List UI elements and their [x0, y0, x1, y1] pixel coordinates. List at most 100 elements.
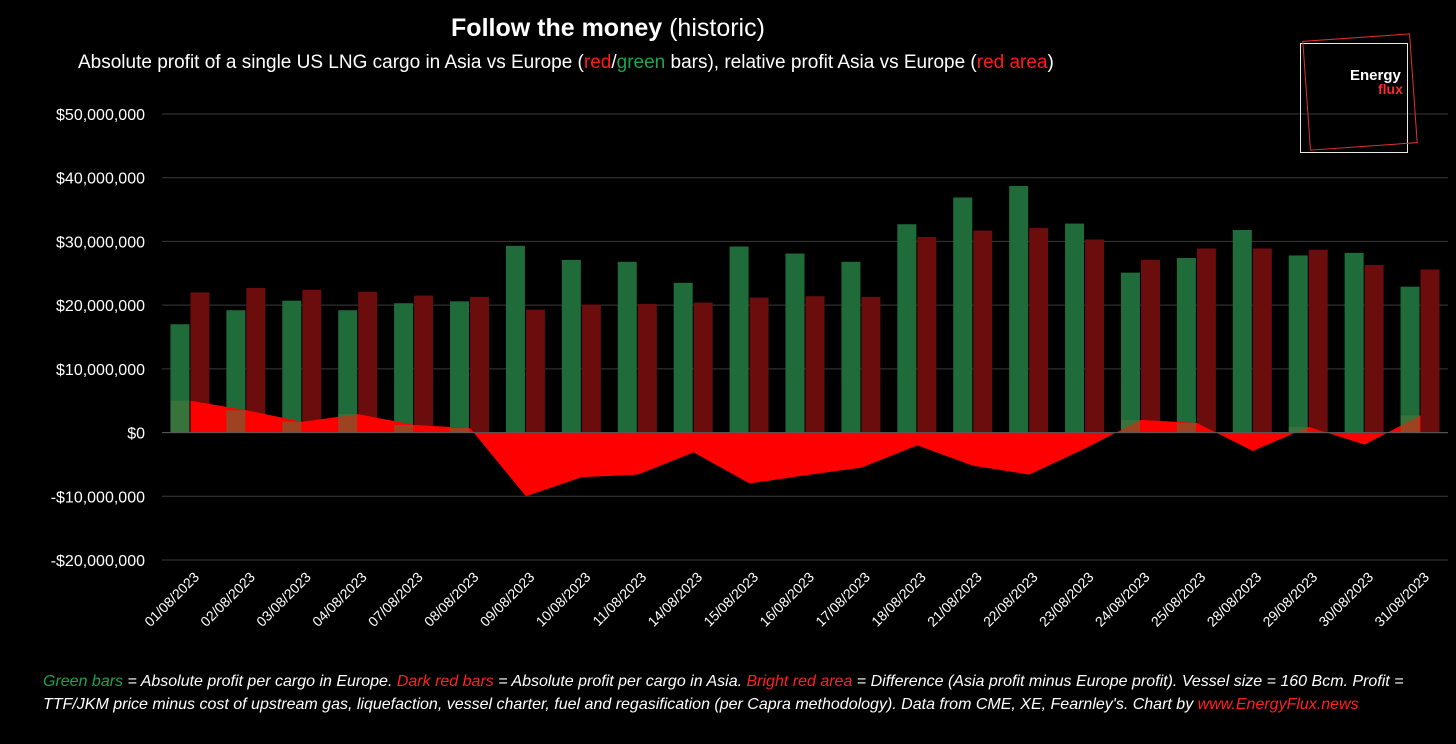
logo-text-flux: flux	[1378, 81, 1403, 97]
footnote-green-bars: Green bars	[43, 673, 124, 690]
asia-bar	[190, 292, 210, 433]
difference-overlap	[1400, 415, 1420, 433]
europe-bar	[450, 301, 470, 433]
y-tick-label: $0	[127, 426, 145, 443]
footnote-dark-red-bars: Dark red bars	[396, 673, 494, 690]
difference-overlap	[1176, 423, 1196, 433]
europe-bar	[1400, 286, 1420, 433]
chart-title-bold: Follow the money	[451, 14, 663, 42]
footnote-link[interactable]: www.EnergyFlux.news	[1197, 696, 1359, 713]
asia-bar	[637, 303, 657, 433]
europe-bar	[1120, 272, 1140, 433]
footnote-text: = Absolute profit per cargo in Asia.	[493, 673, 747, 690]
europe-bar	[1065, 223, 1085, 433]
asia-bar	[973, 230, 993, 433]
asia-bar	[414, 295, 434, 433]
asia-bar	[1252, 248, 1272, 433]
europe-bar	[1344, 252, 1364, 433]
europe-bar	[1009, 185, 1029, 433]
europe-bar	[897, 224, 917, 433]
europe-bar	[394, 303, 414, 433]
x-tick-label: 04/08/2023	[309, 569, 370, 630]
europe-bar	[338, 310, 358, 433]
y-tick-label: $20,000,000	[56, 298, 145, 315]
x-tick-label: 07/08/2023	[365, 569, 426, 630]
x-tick-label: 24/08/2023	[1092, 569, 1153, 630]
x-tick-label: 15/08/2023	[700, 569, 761, 630]
x-tick-label: 30/08/2023	[1315, 569, 1376, 630]
x-tick-label: 23/08/2023	[1036, 569, 1097, 630]
asia-bar	[581, 304, 601, 433]
asia-bar	[749, 297, 769, 433]
europe-bar	[505, 245, 525, 433]
difference-overlap	[394, 424, 414, 433]
asia-bar	[470, 296, 490, 433]
x-tick-label: 16/08/2023	[756, 569, 817, 630]
difference-overlap	[450, 428, 470, 433]
subtitle-red-area: red area	[976, 52, 1048, 73]
europe-bar	[785, 253, 805, 433]
subtitle-green: green	[616, 52, 666, 73]
asia-bar	[1420, 269, 1440, 433]
y-tick-label: $10,000,000	[56, 362, 145, 379]
difference-overlap	[1120, 419, 1140, 433]
asia-bar	[805, 296, 825, 433]
europe-bar	[841, 261, 861, 433]
europe-bar	[1288, 255, 1308, 433]
difference-overlap	[226, 410, 246, 433]
footnote-bright-red-area: Bright red area	[746, 673, 853, 690]
europe-bar	[1232, 229, 1252, 433]
europe-bar	[729, 246, 749, 433]
asia-bar	[525, 309, 545, 433]
chart-subtitle: Absolute profit of a single US LNG cargo…	[78, 52, 1054, 74]
europe-bar	[282, 300, 302, 433]
x-tick-label: 08/08/2023	[421, 569, 482, 630]
x-tick-label: 22/08/2023	[980, 569, 1041, 630]
asia-bar	[1085, 239, 1105, 433]
asia-bar	[1140, 259, 1160, 433]
y-tick-label: $50,000,000	[56, 107, 145, 124]
europe-bar	[953, 197, 973, 433]
difference-area	[190, 400, 1421, 497]
difference-overlap	[1288, 426, 1308, 433]
asia-bar	[917, 236, 937, 433]
energyflux-logo: Energy flux	[1300, 33, 1420, 155]
x-tick-label: 18/08/2023	[868, 569, 929, 630]
europe-bar	[561, 259, 581, 433]
x-tick-label: 10/08/2023	[533, 569, 594, 630]
asia-bar	[1364, 265, 1384, 433]
x-tick-label: 29/08/2023	[1259, 569, 1320, 630]
x-tick-label: 11/08/2023	[589, 569, 649, 629]
asia-bar	[1196, 248, 1216, 433]
x-tick-label: 21/08/2023	[924, 569, 985, 630]
asia-bar	[693, 302, 713, 433]
asia-bar	[302, 289, 322, 433]
x-tick-label: 01/08/2023	[141, 569, 202, 630]
asia-bar	[1029, 228, 1049, 433]
subtitle-part: Absolute profit of a single US LNG cargo…	[78, 52, 584, 73]
chart-title: Follow the money (historic)	[0, 14, 1216, 43]
subtitle-part: bars), relative profit Asia vs Europe (	[665, 52, 977, 73]
difference-overlap	[282, 421, 302, 433]
logo-frame-white	[1300, 43, 1408, 153]
y-tick-label: -$10,000,000	[51, 489, 145, 506]
logo-text-energy: Energy	[1350, 67, 1401, 84]
europe-bar	[617, 261, 637, 433]
europe-bar	[1176, 257, 1196, 433]
x-tick-label: 25/08/2023	[1148, 569, 1209, 630]
subtitle-red: red	[583, 52, 612, 73]
x-tick-label: 28/08/2023	[1204, 569, 1265, 630]
x-tick-label: 02/08/2023	[197, 569, 258, 630]
x-tick-label: 14/08/2023	[644, 569, 705, 630]
chart-title-rest: (historic)	[662, 14, 765, 42]
y-tick-label: -$20,000,000	[51, 553, 145, 570]
subtitle-part: )	[1047, 52, 1054, 73]
x-tick-label: 31/08/2023	[1371, 569, 1432, 630]
asia-bar	[358, 291, 378, 433]
x-tick-label: 17/08/2023	[812, 569, 873, 630]
footnote: Green bars = Absolute profit per cargo i…	[43, 670, 1443, 716]
footnote-text: = Difference (Asia profit minus Europe p…	[43, 673, 1404, 713]
x-tick-label: 03/08/2023	[253, 569, 314, 630]
x-tick-label: 09/08/2023	[477, 569, 538, 630]
